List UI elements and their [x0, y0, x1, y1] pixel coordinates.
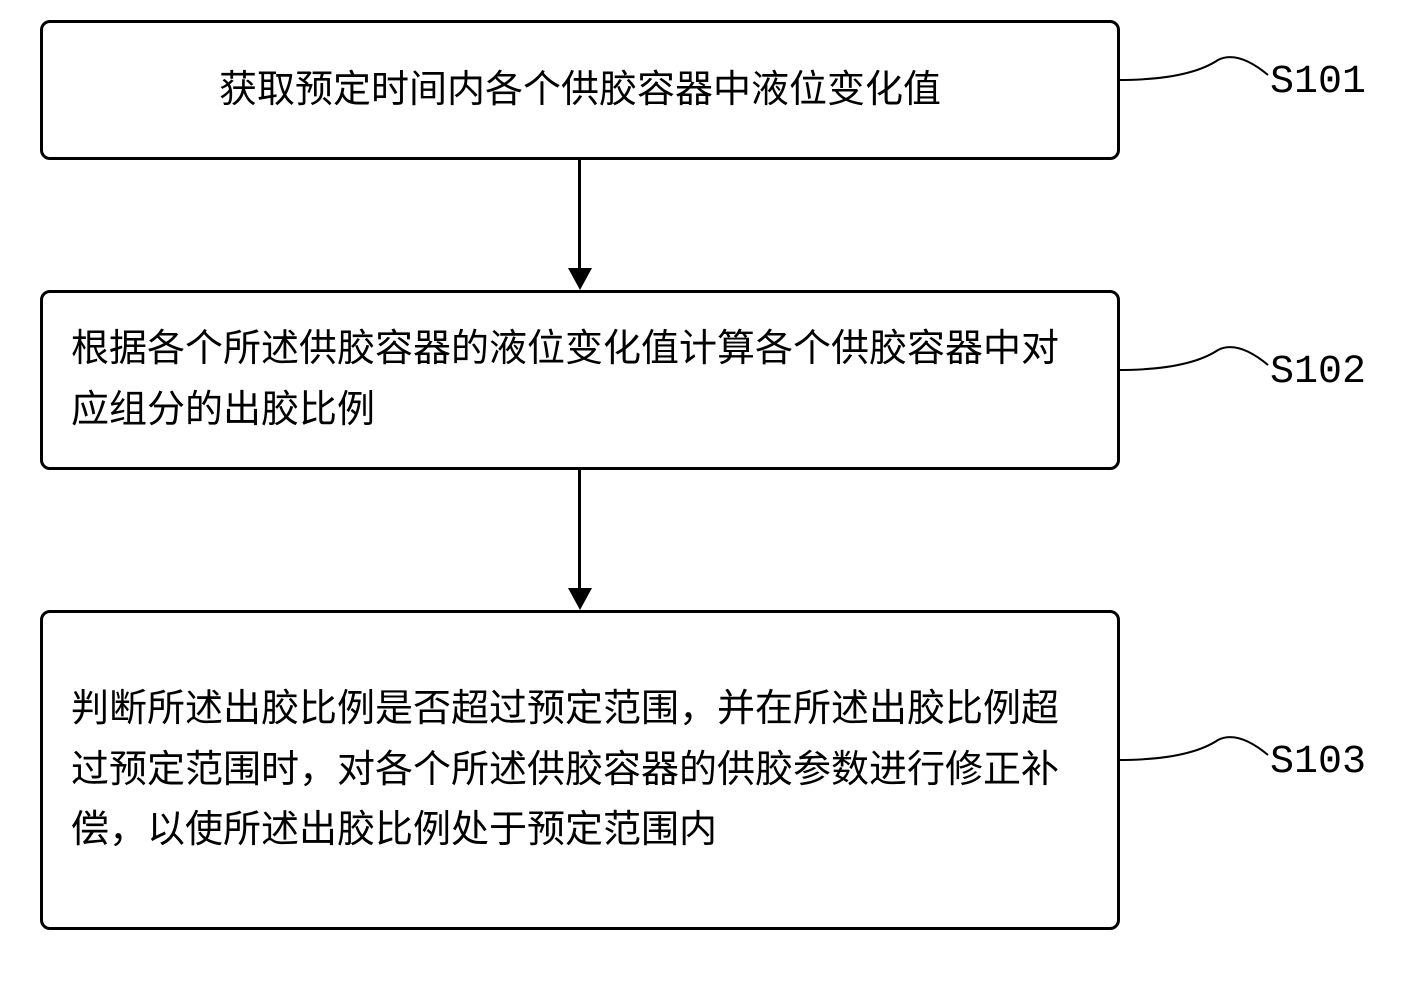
flow-node-s103-text: 判断所述出胶比例是否超过预定范围，并在所述出胶比例超过预定范围时，对各个所述供胶…: [71, 679, 1089, 861]
arrow-s101-s102-head: [568, 268, 592, 290]
connector-s101: [1118, 50, 1273, 110]
connector-s103: [1118, 730, 1273, 790]
arrow-s101-s102-line: [578, 160, 581, 270]
flow-node-s101-text: 获取预定时间内各个供胶容器中液位变化值: [219, 60, 941, 121]
flow-node-s102-text: 根据各个所述供胶容器的液位变化值计算各个供胶容器中对应组分的出胶比例: [71, 319, 1089, 441]
flow-node-s102: 根据各个所述供胶容器的液位变化值计算各个供胶容器中对应组分的出胶比例: [40, 290, 1120, 470]
flowchart-canvas: 获取预定时间内各个供胶容器中液位变化值 S101 根据各个所述供胶容器的液位变化…: [0, 0, 1411, 983]
flow-node-s101: 获取预定时间内各个供胶容器中液位变化值: [40, 20, 1120, 160]
flow-label-s101: S101: [1270, 60, 1366, 105]
arrow-s102-s103-head: [568, 588, 592, 610]
connector-s102: [1118, 340, 1273, 400]
arrow-s102-s103-line: [578, 470, 581, 590]
flow-label-s102: S102: [1270, 350, 1366, 395]
flow-label-s103: S103: [1270, 740, 1366, 785]
flow-node-s103: 判断所述出胶比例是否超过预定范围，并在所述出胶比例超过预定范围时，对各个所述供胶…: [40, 610, 1120, 930]
